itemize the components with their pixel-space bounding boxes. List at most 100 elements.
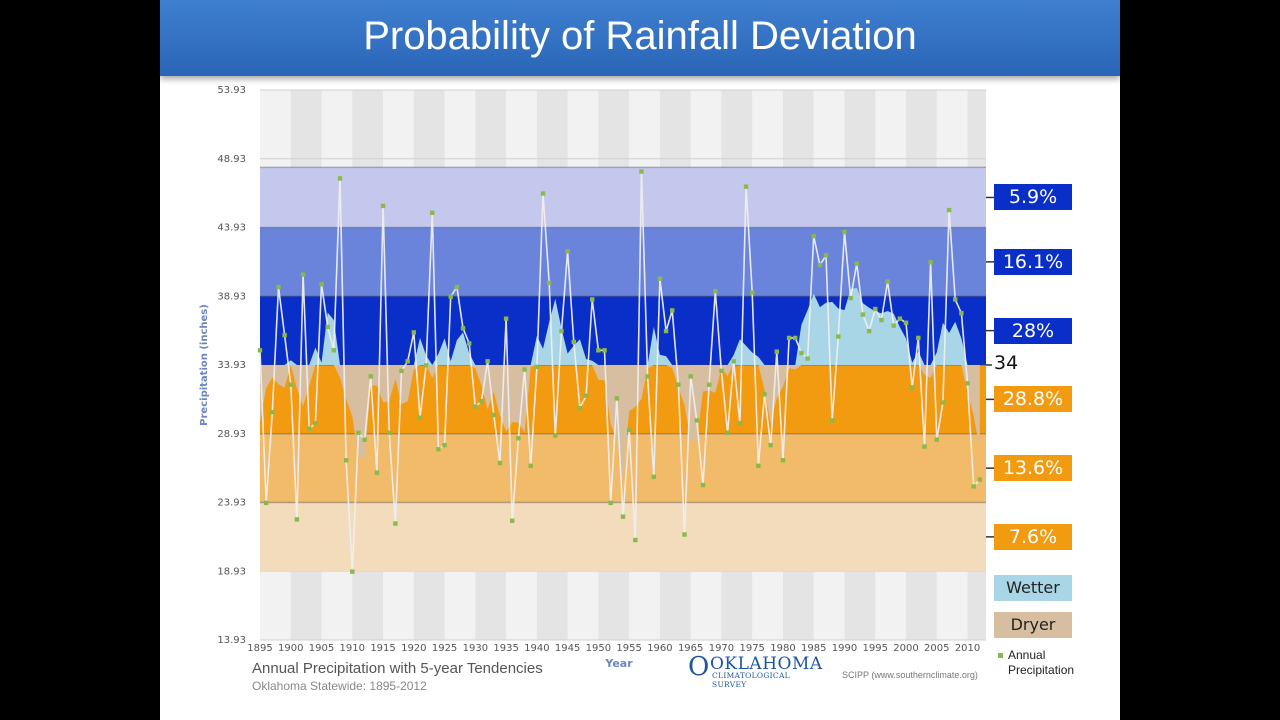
data-point xyxy=(774,349,780,354)
data-point xyxy=(497,460,503,466)
data-point xyxy=(411,330,417,335)
data-point xyxy=(614,396,620,401)
data-point xyxy=(750,290,755,295)
data-point xyxy=(374,470,380,475)
x-tick-label: 1920 xyxy=(401,643,426,654)
data-point xyxy=(713,288,718,294)
data-point xyxy=(953,297,958,302)
data-point xyxy=(633,537,638,543)
mean-label: 34 xyxy=(994,352,1019,374)
data-point xyxy=(516,436,521,441)
annual-marker-icon xyxy=(998,653,1003,659)
data-point xyxy=(959,310,964,316)
x-tick-label: 1930 xyxy=(463,643,488,654)
data-point xyxy=(879,317,884,323)
probability-label-1: 16.1% xyxy=(994,248,1072,275)
data-point xyxy=(510,518,515,523)
title-bar: Probability of Rainfall Deviation xyxy=(160,0,1120,76)
data-point xyxy=(639,169,644,174)
data-point xyxy=(873,306,878,312)
data-point xyxy=(337,176,343,181)
data-point xyxy=(811,233,816,239)
data-point xyxy=(602,348,607,353)
data-point xyxy=(546,280,552,286)
data-point xyxy=(319,282,324,287)
data-point xyxy=(909,385,915,390)
data-point xyxy=(676,382,681,387)
credit-text: SCIPP (www.southernclimate.org) xyxy=(842,670,978,680)
data-point xyxy=(307,426,312,431)
data-point xyxy=(793,335,798,341)
chart-subtitle: Oklahoma Statewide: 1895-2012 xyxy=(252,679,427,693)
data-point xyxy=(559,328,564,334)
band-0 xyxy=(260,167,986,228)
x-tick-label: 1945 xyxy=(555,643,580,654)
x-tick-label: 1915 xyxy=(370,643,395,654)
data-point xyxy=(596,348,601,353)
data-point xyxy=(356,430,361,435)
data-point xyxy=(799,350,804,356)
x-axis-title: Year xyxy=(604,657,633,670)
data-point xyxy=(362,437,367,442)
data-point xyxy=(743,184,749,189)
data-point xyxy=(448,294,453,299)
data-point xyxy=(829,418,835,423)
y-tick-label: 43.93 xyxy=(217,223,246,234)
data-point xyxy=(657,276,663,281)
data-point xyxy=(897,316,903,321)
data-point xyxy=(700,482,706,488)
data-point xyxy=(454,284,460,290)
probability-label-5: 7.6% xyxy=(994,523,1072,550)
data-point xyxy=(670,308,675,313)
data-point xyxy=(380,203,386,209)
probability-label-0: 5.9% xyxy=(994,184,1072,211)
data-point xyxy=(405,359,410,364)
data-point xyxy=(940,400,946,405)
x-tick-label: 2000 xyxy=(893,643,918,654)
data-point xyxy=(294,517,300,522)
dryer-area xyxy=(260,365,980,478)
data-point xyxy=(694,418,700,423)
band-1 xyxy=(260,227,986,297)
data-point xyxy=(399,368,404,374)
data-point xyxy=(423,363,429,368)
ocs-logo: O OKLAHOMA CLIMATOLOGICAL SURVEY xyxy=(688,654,822,689)
data-point xyxy=(257,348,263,353)
precipitation-chart: 13.93 18.93 23.93 28.93 33.93 38.93 43.93 48.93… xyxy=(199,85,996,670)
data-point xyxy=(645,374,650,379)
data-point xyxy=(971,484,976,489)
data-point xyxy=(522,367,527,372)
data-point xyxy=(620,514,626,519)
data-point xyxy=(885,279,890,284)
data-point xyxy=(946,207,952,213)
data-point xyxy=(916,335,921,341)
data-point xyxy=(583,393,589,398)
data-point xyxy=(479,398,484,404)
x-tick-label: 2010 xyxy=(955,643,980,654)
x-tick-label: 1995 xyxy=(863,643,888,654)
data-point xyxy=(682,532,687,537)
x-tick-label: 1960 xyxy=(647,643,672,654)
x-tick-label: 1980 xyxy=(770,643,795,654)
data-point xyxy=(503,316,509,321)
data-point xyxy=(903,320,909,325)
data-point xyxy=(836,334,841,339)
annual-precipitation-line xyxy=(259,171,981,572)
data-point xyxy=(485,359,490,364)
data-point xyxy=(473,404,478,409)
data-point xyxy=(842,229,847,235)
data-point xyxy=(663,328,669,334)
data-point xyxy=(965,381,970,386)
probability-label-4: 13.6% xyxy=(994,455,1072,482)
data-point xyxy=(534,364,540,369)
annual-points xyxy=(257,169,983,574)
legend-dryer-label: Dryer xyxy=(1010,615,1056,634)
data-point xyxy=(276,284,281,290)
data-point xyxy=(762,392,767,397)
data-point xyxy=(553,433,558,438)
data-point xyxy=(313,420,318,426)
data-point xyxy=(442,442,447,448)
data-point xyxy=(528,463,533,468)
data-point xyxy=(608,500,613,506)
data-point xyxy=(725,430,730,435)
